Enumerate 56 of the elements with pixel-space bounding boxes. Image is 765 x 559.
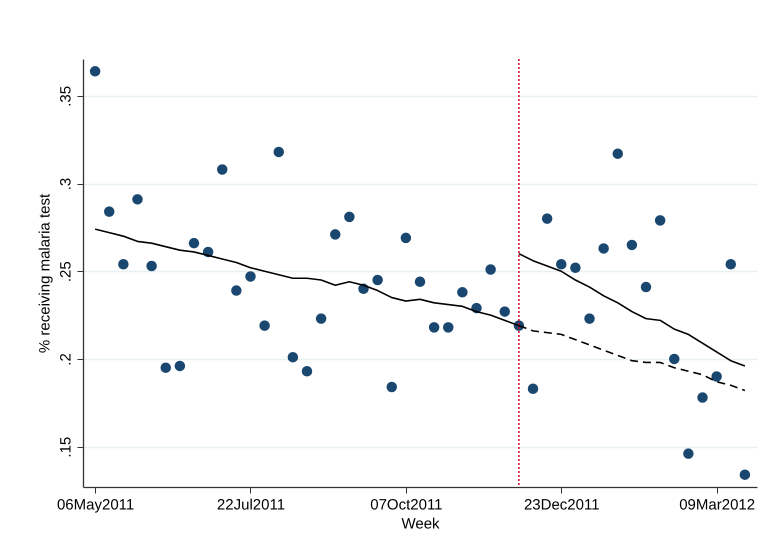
point xyxy=(428,322,440,333)
point xyxy=(584,313,595,324)
point xyxy=(485,264,496,275)
point xyxy=(132,194,143,205)
point xyxy=(654,215,666,226)
point xyxy=(174,360,186,372)
point xyxy=(245,271,256,282)
x-tick-label: 23Dec2011 xyxy=(524,496,600,514)
point xyxy=(711,371,722,382)
point xyxy=(683,448,694,459)
point xyxy=(598,243,609,254)
y-tick-label: .35 xyxy=(58,86,74,107)
point xyxy=(259,320,270,331)
x-tick-label: 06May2011 xyxy=(56,496,134,514)
point xyxy=(528,384,538,394)
x-axis-title: Week xyxy=(401,516,440,532)
point xyxy=(188,238,200,248)
x-tick-label: 07Oct2011 xyxy=(370,496,443,514)
point xyxy=(288,352,298,362)
point xyxy=(443,322,454,333)
point xyxy=(316,313,326,324)
y-tick-label: .25 xyxy=(58,261,74,282)
y-tick-label: .2 xyxy=(58,353,74,366)
point xyxy=(330,229,340,240)
point xyxy=(697,392,708,403)
point xyxy=(118,258,129,270)
point xyxy=(612,148,624,159)
point xyxy=(386,382,397,392)
point xyxy=(160,362,171,373)
point xyxy=(104,206,114,217)
point xyxy=(90,66,100,77)
point xyxy=(302,366,312,376)
y-tick-label: .3 xyxy=(58,178,74,190)
line-series xyxy=(518,252,746,367)
point xyxy=(570,262,581,273)
point xyxy=(372,274,383,286)
y-axis-title: % receiving malaria test xyxy=(36,193,54,354)
point xyxy=(626,240,638,250)
x-tick-label: 22Jul2011 xyxy=(216,496,286,514)
point xyxy=(274,146,284,158)
point xyxy=(640,282,652,292)
point xyxy=(414,276,426,288)
point xyxy=(457,287,468,298)
point xyxy=(500,306,510,317)
y-tick-label: .15 xyxy=(58,436,74,458)
point xyxy=(556,258,566,270)
point xyxy=(542,213,552,224)
x-tick-label: 09Mar2012 xyxy=(679,496,756,514)
point xyxy=(400,232,412,244)
point xyxy=(216,164,228,175)
point xyxy=(726,258,736,270)
point xyxy=(146,260,157,272)
point xyxy=(740,469,750,480)
point xyxy=(669,354,680,364)
point xyxy=(344,212,355,222)
point xyxy=(231,285,242,296)
